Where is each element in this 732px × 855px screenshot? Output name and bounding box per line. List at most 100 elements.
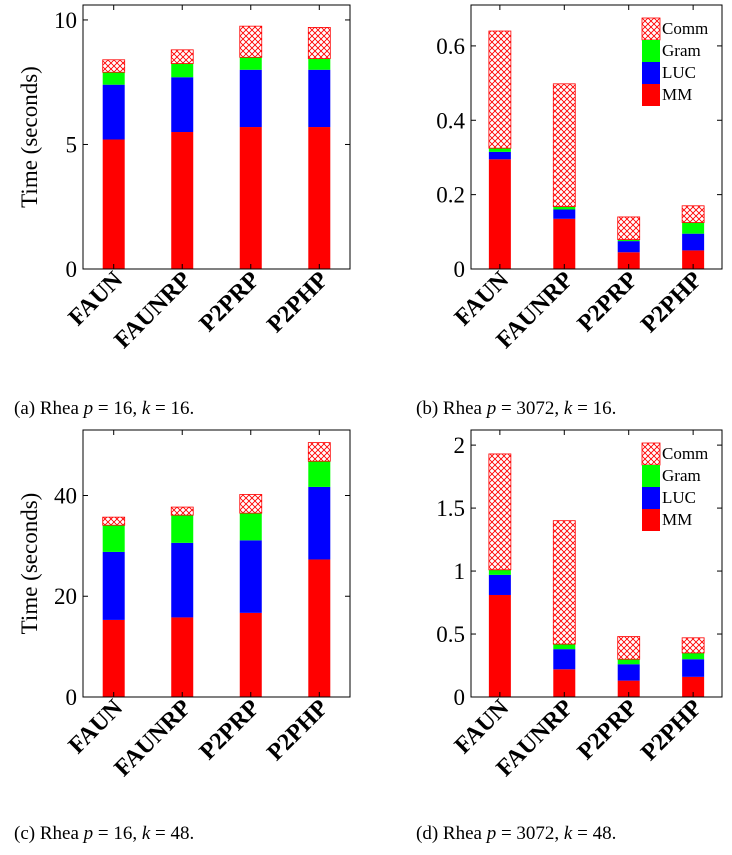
bar-c-faun-mm — [102, 619, 125, 697]
bar-d-p2prp-luc — [617, 664, 640, 681]
bar-d-faunrp-mm — [553, 669, 576, 697]
ytick-label-b: 0.6 — [436, 34, 465, 59]
bar-a-faun-comm — [102, 59, 126, 73]
ytick-label-b: 0 — [454, 257, 466, 282]
bar-c-faun-luc — [102, 551, 125, 620]
legend-label-b-luc: LUC — [662, 63, 696, 82]
bar-a-p2prp-luc — [239, 69, 262, 128]
ytick-label-c: 20 — [54, 584, 77, 609]
legend-swatch-d-mm — [642, 509, 660, 531]
legend-label-d-luc: LUC — [662, 488, 696, 507]
xtick-label-c-faunrp: FAUNRP — [110, 695, 197, 782]
legend-swatch-d-comm — [641, 442, 661, 466]
xtick-label-d-p2prp: P2PRP — [573, 695, 643, 765]
ytick-label-a: 5 — [66, 132, 78, 157]
ytick-label-d: 1.5 — [436, 496, 465, 521]
ytick-label-c: 0 — [66, 685, 78, 710]
bar-b-p2prp-luc — [617, 241, 640, 253]
bar-b-p2php-comm — [681, 205, 705, 223]
caption-d: (d) Rhea p = 3072, k = 48. — [416, 823, 617, 844]
bar-b-p2prp-comm — [617, 216, 641, 241]
bar-a-p2php-luc — [308, 69, 331, 128]
legend-label-d-mm: MM — [662, 510, 692, 529]
bar-d-faun-mm — [488, 594, 511, 697]
bar-b-faunrp-mm — [553, 218, 576, 269]
bar-a-p2php-gram — [308, 58, 331, 70]
legend-swatch-b-mm — [642, 84, 660, 106]
caption-c-prefix: (c) Rhea — [14, 823, 84, 844]
caption-d-p: 3072 — [516, 823, 555, 844]
bar-d-faun-comm — [488, 453, 512, 571]
caption-c-k: 48 — [170, 823, 190, 844]
legend-label-d-comm: Comm — [662, 444, 708, 463]
ytick-label-d: 0.5 — [436, 622, 465, 647]
bar-d-faunrp-comm — [552, 520, 576, 645]
ytick-label-d: 0 — [454, 685, 466, 710]
bar-c-faunrp-luc — [171, 542, 194, 618]
caption-b: (b) Rhea p = 3072, k = 16. — [416, 398, 617, 419]
plot-frame-b — [470, 4, 723, 270]
bar-b-p2php-gram — [682, 222, 705, 234]
legend-swatch-b-luc — [642, 62, 660, 84]
bar-a-p2php-comm — [307, 27, 331, 59]
bar-a-faunrp-mm — [171, 132, 194, 269]
bar-c-p2prp-luc — [239, 540, 262, 613]
plot-frame-c — [82, 429, 351, 698]
caption-b-prefix: (b) Rhea — [416, 398, 487, 419]
bar-c-p2php-comm — [307, 442, 331, 462]
bar-a-p2prp-gram — [239, 57, 262, 70]
legend-label-b-mm: MM — [662, 85, 692, 104]
bar-b-faunrp-luc — [553, 209, 576, 219]
plot-frame-a — [82, 4, 351, 270]
caption-b-k: 16 — [592, 398, 612, 419]
legend-label-d-gram: Gram — [662, 466, 701, 485]
bar-d-p2prp-gram — [617, 659, 640, 665]
bar-b-p2prp-gram — [617, 239, 640, 242]
caption-d-prefix: (d) Rhea — [416, 823, 487, 844]
legend-swatch-b-gram — [642, 40, 660, 62]
bar-b-faun-comm — [488, 30, 512, 149]
xtick-label-c-p2prp: P2PRP — [195, 695, 265, 765]
caption-b-p: 3072 — [516, 398, 555, 419]
caption-c: (c) Rhea p = 16, k = 48. — [14, 823, 195, 844]
bar-d-p2prp-comm — [617, 636, 641, 660]
xtick-label-c-p2php: P2PHP — [262, 695, 333, 766]
ytick-label-a: 0 — [66, 257, 78, 282]
bar-a-p2prp-comm — [239, 25, 263, 58]
ylabel-a: Time (seconds) — [17, 66, 42, 208]
bar-b-p2prp-mm — [617, 252, 640, 269]
bar-b-p2php-luc — [682, 233, 705, 251]
chart-d: 00.511.52FAUNFAUNRPP2PRPP2PHPCommGramLUC… — [436, 429, 723, 782]
plot-frame-d — [470, 429, 723, 698]
ytick-label-d: 2 — [454, 433, 466, 458]
xtick-label-d-p2php: P2PHP — [636, 695, 707, 766]
ytick-label-d: 1 — [454, 559, 466, 584]
bar-a-p2prp-mm — [239, 127, 262, 269]
bar-a-faun-mm — [102, 139, 125, 269]
bar-b-p2php-mm — [682, 250, 705, 269]
bar-a-faunrp-luc — [171, 77, 194, 133]
bar-d-p2php-comm — [681, 637, 705, 654]
ytick-label-b: 0.2 — [436, 183, 465, 208]
ytick-label-c: 40 — [54, 483, 77, 508]
caption-a-k: 16 — [170, 398, 190, 419]
bar-c-faunrp-comm — [170, 506, 194, 516]
legend-label-b-gram: Gram — [662, 41, 701, 60]
xtick-label-a-p2prp: P2PRP — [195, 267, 265, 337]
bar-b-faunrp-gram — [553, 206, 576, 210]
legend-swatch-d-gram — [642, 465, 660, 487]
bar-a-p2php-mm — [308, 127, 331, 269]
caption-a: (a) Rhea p = 16, k = 16. — [14, 398, 195, 419]
legend-swatch-b-comm — [641, 17, 661, 41]
bar-c-faun-gram — [102, 525, 125, 552]
bar-c-p2prp-comm — [239, 494, 263, 514]
bar-d-faun-gram — [488, 569, 511, 575]
bar-b-faunrp-comm — [552, 83, 576, 207]
legend-swatch-d-luc — [642, 487, 660, 509]
bar-c-p2php-gram — [308, 461, 331, 487]
bar-d-p2php-gram — [682, 652, 705, 660]
bar-d-faun-luc — [488, 574, 511, 595]
